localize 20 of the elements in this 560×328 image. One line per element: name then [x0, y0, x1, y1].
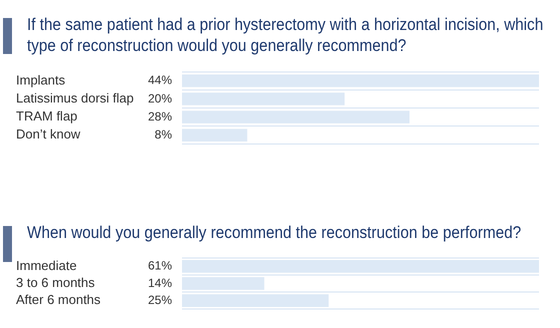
bar	[182, 74, 539, 88]
data-label: 20%	[148, 91, 172, 106]
y-tick-label: Immediate	[16, 258, 77, 273]
bar	[182, 92, 345, 106]
chart-title: If the same patient had a prior hysterectomy with a horizontal incision, which type of reconstruction would you generally recommend?	[27, 14, 544, 57]
data-label: 14%	[148, 276, 172, 290]
y-tick-label: Implants	[16, 72, 66, 88]
chart-title: When would you generally recommend the reconstruction be performed?	[27, 222, 522, 244]
bar	[182, 128, 248, 142]
y-tick-label: After 6 months	[16, 292, 102, 308]
y-tick-label: Don’t know	[16, 126, 81, 142]
data-label: 28%	[148, 109, 172, 124]
y-tick-label: 3 to 6 months	[16, 275, 96, 290]
data-label: 8%	[154, 127, 172, 142]
bar	[182, 110, 410, 124]
data-label: 61%	[148, 258, 172, 273]
y-tick-label: TRAM flap	[16, 108, 78, 124]
y-tick-label: Latissimus dorsi flap	[16, 90, 134, 106]
data-label: 25%	[148, 292, 172, 307]
data-label: 44%	[148, 73, 172, 88]
